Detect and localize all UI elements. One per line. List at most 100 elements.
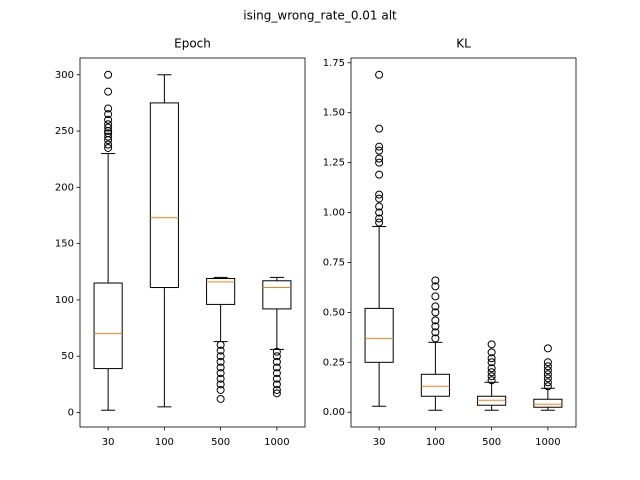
flier [543, 378, 552, 387]
flier [104, 140, 113, 149]
y-tick-label: 1.75 [323, 58, 345, 69]
box [262, 280, 292, 310]
flier [543, 370, 552, 379]
y-tick-label: 1.25 [323, 158, 345, 169]
flier [104, 70, 113, 79]
flier [431, 276, 440, 285]
x-tick-label: 500 [211, 437, 230, 448]
flier [104, 110, 113, 119]
y-tick-label: 100 [55, 295, 74, 306]
box [93, 282, 123, 370]
flier [272, 380, 281, 389]
y-tick-label: 150 [55, 239, 74, 250]
flier [216, 385, 225, 394]
flier [431, 334, 440, 343]
flier [431, 282, 440, 291]
flier [375, 218, 384, 227]
flier [487, 340, 496, 349]
flier [487, 354, 496, 363]
flier [216, 340, 225, 349]
flier [543, 362, 552, 371]
flier [104, 132, 113, 141]
flier [543, 382, 552, 391]
flier [487, 372, 496, 381]
flier [216, 380, 225, 389]
y-tick-label: 0.00 [323, 407, 345, 418]
flier [375, 208, 384, 217]
axes-frame [350, 57, 577, 428]
y-tick-label: 250 [55, 126, 74, 137]
flier [272, 369, 281, 378]
flier [487, 358, 496, 367]
box [420, 373, 450, 397]
flier [272, 347, 281, 356]
box-group [93, 70, 123, 411]
box-group [477, 340, 507, 411]
flier [104, 123, 113, 132]
box [533, 398, 563, 408]
y-tick-label: 300 [55, 70, 74, 81]
flier [104, 129, 113, 138]
flier [375, 170, 384, 179]
flier [104, 87, 113, 96]
x-tick-label: 500 [482, 437, 501, 448]
flier [375, 154, 384, 163]
box [364, 307, 394, 363]
flier [431, 308, 440, 317]
box-group [149, 74, 179, 408]
flier [272, 389, 281, 398]
y-tick-label: 1.00 [323, 208, 345, 219]
y-tick-label: 0.25 [323, 357, 345, 368]
flier [375, 158, 384, 167]
flier [375, 190, 384, 199]
flier [375, 214, 384, 223]
flier [487, 376, 496, 385]
flier [216, 352, 225, 361]
flier [431, 328, 440, 337]
flier [543, 344, 552, 353]
flier [487, 364, 496, 373]
flier [487, 348, 496, 357]
flier [216, 346, 225, 355]
flier [543, 374, 552, 383]
y-tick-label: 0.50 [323, 307, 345, 318]
flier [216, 363, 225, 372]
flier [216, 394, 225, 403]
flier [431, 302, 440, 311]
axes-title: KL [456, 37, 471, 51]
flier [375, 124, 384, 133]
flier [431, 292, 440, 301]
flier [216, 374, 225, 383]
flier [487, 368, 496, 377]
flier [216, 357, 225, 366]
flier [543, 358, 552, 367]
axes-title: Epoch [174, 37, 211, 51]
flier [543, 366, 552, 375]
flier [272, 352, 281, 361]
flier [272, 363, 281, 372]
box-group [262, 276, 292, 398]
x-tick-label: 100 [155, 437, 174, 448]
axes-frame [79, 57, 306, 428]
flier [375, 142, 384, 151]
flier [104, 143, 113, 152]
flier [104, 115, 113, 124]
flier [431, 322, 440, 331]
flier [272, 374, 281, 383]
x-tick-label: 1000 [264, 437, 289, 448]
figure-title: ising_wrong_rate_0.01 alt [243, 9, 397, 23]
flier [216, 369, 225, 378]
box-group [533, 344, 563, 411]
box-group [206, 276, 236, 403]
flier [104, 104, 113, 113]
box-group [420, 276, 450, 411]
flier [375, 146, 384, 155]
flier [431, 316, 440, 325]
flier [375, 202, 384, 211]
x-tick-label: 30 [373, 437, 386, 448]
y-tick-label: 50 [61, 351, 74, 362]
x-tick-label: 30 [102, 437, 115, 448]
x-tick-label: 1000 [535, 437, 560, 448]
flier [375, 70, 384, 79]
